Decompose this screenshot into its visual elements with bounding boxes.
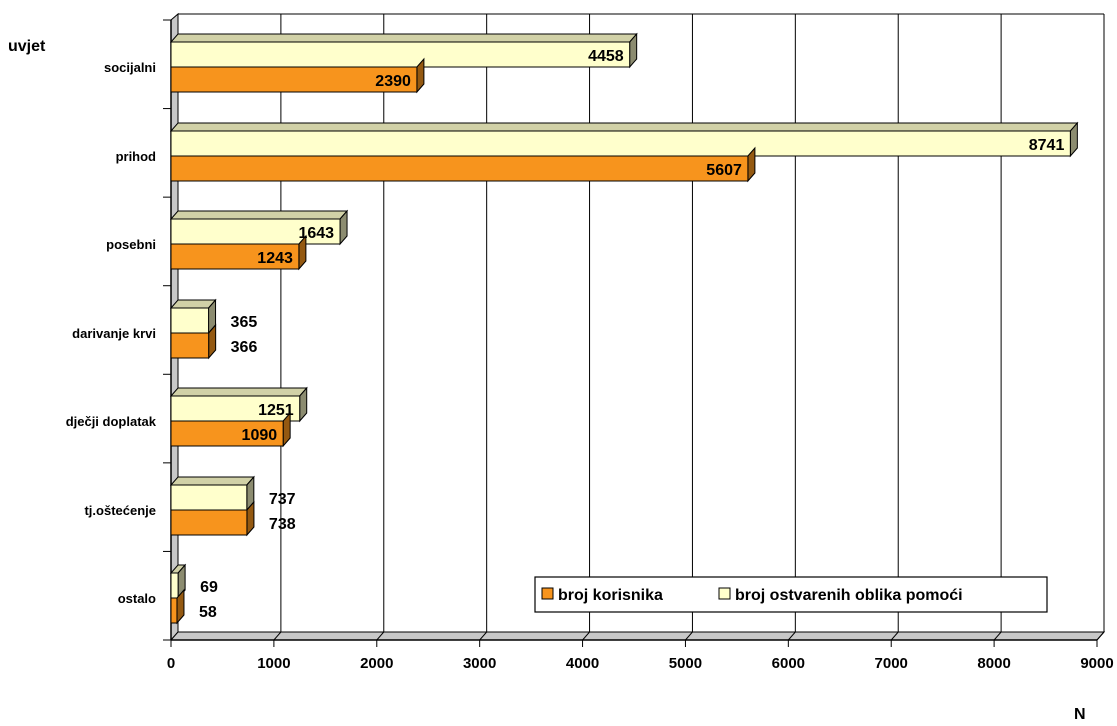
- x-tick-label-8000: 8000: [977, 655, 1010, 672]
- value-label-broj-korisnika-posebni: 1243: [257, 250, 293, 267]
- x-tick-label-2000: 2000: [360, 655, 393, 672]
- x-tick-label-4000: 4000: [566, 655, 599, 672]
- gridline-floor-4000: [582, 631, 590, 641]
- bar-broj-ostvarenih-oblika-pomoci-ostalo: [169, 563, 187, 600]
- value-label-broj-ostvarenih-oblika-pomoci-prihod: 8741: [1029, 137, 1065, 154]
- x-tick-label-6000: 6000: [772, 655, 805, 672]
- bar-broj-korisnika-darivanje-krvi: [170, 323, 217, 360]
- bar-front-face: [170, 395, 301, 422]
- category-labels: socijalni prihod posebni darivanje krvi dječ…: [66, 60, 157, 606]
- bar-broj-korisnika-posebni: [170, 234, 307, 271]
- legend-swatch-broj-ostvarenih-oblika-pomoci: [718, 587, 731, 600]
- gridlines: [273, 14, 1105, 641]
- x-tick-labels: 0 1000 2000 3000 4000 5000 6000 7000 8000 9000: [167, 655, 1114, 672]
- value-label-broj-ostvarenih-oblika-pomoci-darivanje-krvi: 365: [231, 314, 258, 331]
- category-label-posebni: posebni: [106, 237, 156, 252]
- category-label-socijalni: socijalni: [104, 60, 156, 75]
- category-label-prihod: prihod: [116, 149, 156, 164]
- bar-front-face: [170, 484, 248, 511]
- bar-front-face: [170, 572, 179, 599]
- floor-wall: [169, 631, 1106, 641]
- value-label-broj-ostvarenih-oblika-pomoci-djecji-doplatak: 1251: [258, 402, 294, 419]
- bar-broj-ostvarenih-oblika-pomoci-darivanje-krvi: [169, 298, 217, 335]
- bar-broj-korisnika-socijalni: [170, 57, 425, 94]
- gridline-floor-7000: [890, 631, 899, 641]
- bar-top-face: [169, 299, 217, 309]
- bar-broj-ostvarenih-oblika-pomoci-socijalni: [169, 32, 638, 69]
- bar-front-face: [170, 218, 341, 245]
- value-label-broj-korisnika-darivanje-krvi: 366: [231, 339, 258, 356]
- value-label-broj-ostvarenih-oblika-pomoci-posebni: 1643: [298, 225, 334, 242]
- gridline-floor-1000: [273, 631, 282, 641]
- category-label-tj-ostecenje: tj.oštećenje: [84, 503, 156, 518]
- bar-broj-ostvarenih-oblika-pomoci-djecji-doplatak: [169, 386, 308, 423]
- gridline-floor-9000: [1096, 631, 1105, 641]
- gridline-floor-6000: [787, 631, 796, 641]
- bar-front-face: [170, 243, 300, 270]
- category-label-darivanje-krvi: darivanje krvi: [72, 326, 156, 341]
- bar-broj-ostvarenih-oblika-pomoci-tj-ostecenje: [169, 475, 255, 512]
- bar-front-face: [170, 307, 210, 334]
- x-tick-label-0: 0: [167, 655, 175, 672]
- value-label-broj-korisnika-djecji-doplatak: 1090: [242, 427, 278, 444]
- bar-front-face: [170, 420, 284, 447]
- gridline-floor-3000: [479, 631, 488, 641]
- bar-broj-korisnika-prihod: [170, 146, 756, 183]
- legend-box: [534, 576, 1048, 613]
- bar-broj-ostvarenih-oblika-pomoci-prihod: [169, 121, 1079, 158]
- chart-walls: [169, 12, 1106, 642]
- bar-broj-korisnika-tj-ostecenje: [170, 500, 255, 537]
- x-tick-label-3000: 3000: [463, 655, 496, 672]
- value-label-broj-ostvarenih-oblika-pomoci-ostalo: 69: [200, 579, 218, 596]
- value-label-broj-korisnika-ostalo: 58: [199, 604, 217, 621]
- value-labels: 4458 2390 8741 5607 1643 1243 365 366 1251 1090 73…: [199, 48, 1064, 621]
- bar-front-face: [170, 597, 178, 624]
- bar-front-face: [170, 155, 749, 182]
- gridline-floor-2000: [376, 631, 385, 641]
- bars: [169, 32, 1079, 625]
- bar-top-face: [169, 210, 349, 220]
- bar-broj-ostvarenih-oblika-pomoci-posebni: [169, 209, 349, 246]
- bar-front-face: [170, 332, 210, 359]
- bar-top-face: [169, 122, 1079, 132]
- value-label-broj-korisnika-socijalni: 2390: [375, 73, 411, 90]
- bar-top-face: [169, 33, 638, 43]
- y-axis-title: uvjet: [8, 38, 46, 55]
- legend-swatch-broj-korisnika: [541, 587, 554, 600]
- x-tick-label-5000: 5000: [669, 655, 702, 672]
- value-label-broj-ostvarenih-oblika-pomoci-tj-ostecenje: 737: [269, 491, 296, 508]
- legend-label-broj-korisnika: broj korisnika: [558, 587, 663, 604]
- bar-front-face: [170, 41, 631, 68]
- x-axis-title: N: [1074, 706, 1086, 723]
- legend: broj korisnika broj ostvarenih oblika po…: [534, 576, 1048, 613]
- bar-front-face: [170, 509, 248, 536]
- bar-front-face: [170, 130, 1071, 157]
- x-tick-label-9000: 9000: [1080, 655, 1113, 672]
- bar-front-face: [170, 66, 418, 93]
- category-label-ostalo: ostalo: [118, 591, 156, 606]
- value-label-broj-korisnika-prihod: 5607: [706, 162, 742, 179]
- bar-top-face: [169, 387, 308, 397]
- bar-top-face: [169, 476, 255, 486]
- x-tick-label-7000: 7000: [875, 655, 908, 672]
- bar-broj-korisnika-djecji-doplatak: [170, 411, 291, 448]
- category-label-djecji-doplatak: dječji doplatak: [66, 414, 157, 429]
- bar-broj-korisnika-ostalo: [170, 588, 185, 625]
- gridline-floor-5000: [685, 631, 693, 641]
- value-label-broj-ostvarenih-oblika-pomoci-socijalni: 4458: [588, 48, 624, 65]
- value-label-broj-korisnika-tj-ostecenje: 738: [269, 516, 296, 533]
- gridline-floor-8000: [993, 631, 1002, 641]
- axes: [163, 19, 1098, 647]
- x-tick-label-1000: 1000: [257, 655, 290, 672]
- legend-label-broj-ostvarenih-oblika-pomoci: broj ostvarenih oblika pomoći: [735, 587, 963, 604]
